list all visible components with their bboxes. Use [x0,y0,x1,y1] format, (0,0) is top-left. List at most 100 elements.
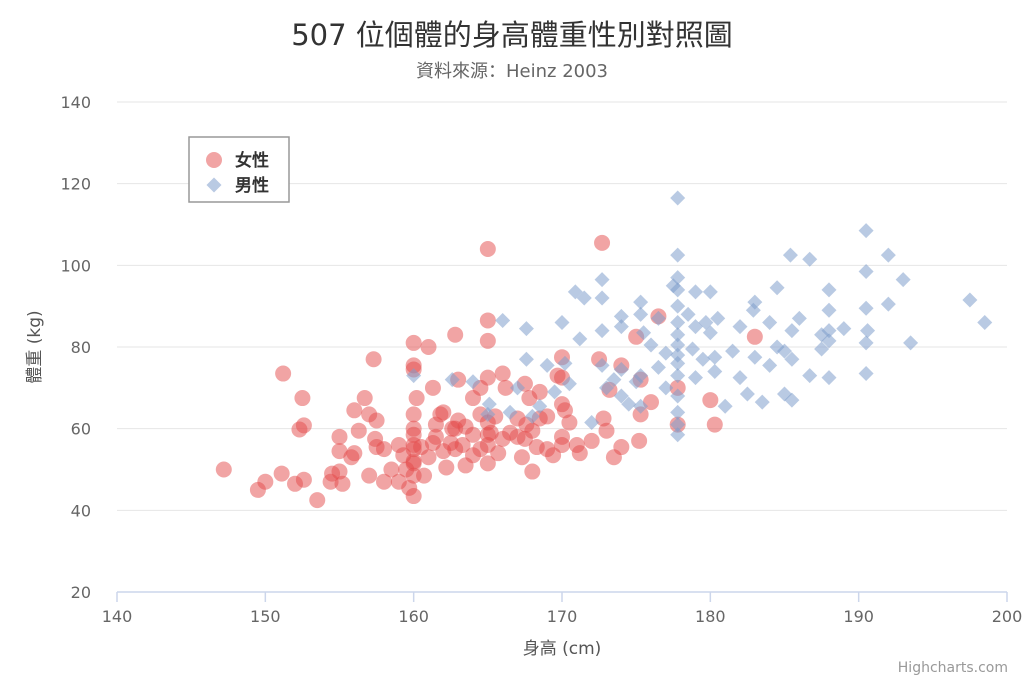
data-point[interactable] [556,402,573,419]
data-point[interactable] [405,453,422,470]
data-point[interactable] [613,388,629,404]
data-point[interactable] [420,339,437,355]
data-point[interactable] [706,416,723,433]
data-point[interactable] [903,335,919,351]
data-point[interactable] [376,441,392,458]
data-point[interactable] [688,284,703,300]
data-point[interactable] [295,417,312,434]
data-point[interactable] [215,461,232,478]
data-point[interactable] [405,420,422,437]
data-point[interactable] [746,328,763,345]
data-point[interactable] [732,370,748,386]
data-point[interactable] [670,347,686,363]
data-point[interactable] [821,323,837,339]
data-point[interactable] [495,312,511,328]
data-point[interactable] [438,459,455,476]
data-point[interactable] [670,190,686,206]
data-point[interactable] [821,370,837,386]
data-point[interactable] [408,390,425,407]
data-point[interactable] [594,357,610,373]
data-point[interactable] [739,386,755,402]
data-point[interactable] [613,308,629,324]
data-point[interactable] [782,247,798,263]
data-point[interactable] [650,310,666,326]
data-point[interactable] [670,298,686,314]
data-point[interactable] [670,315,686,330]
data-point[interactable] [670,368,686,384]
data-point[interactable] [346,402,363,419]
data-point[interactable] [405,334,422,351]
data-point[interactable] [821,302,837,318]
data-point[interactable] [539,357,555,373]
data-point[interactable] [685,341,701,357]
data-point[interactable] [444,372,460,388]
legend-symbol[interactable] [206,177,222,193]
data-point[interactable] [532,398,548,414]
data-point[interactable] [295,471,312,488]
data-point[interactable] [784,351,800,367]
data-point[interactable] [356,390,373,407]
data-point[interactable] [557,355,573,371]
data-point[interactable] [497,379,514,396]
data-point[interactable] [576,290,592,306]
data-point[interactable] [479,369,496,386]
credits-link[interactable]: Highcharts.com [897,660,1008,676]
legend-symbol[interactable] [206,152,222,168]
data-point[interactable] [762,315,778,330]
legend-item[interactable]: 男性 [206,175,270,196]
data-point[interactable] [707,364,723,379]
data-point[interactable] [633,398,649,414]
data-point[interactable] [880,247,896,263]
data-point[interactable] [680,306,696,322]
data-point[interactable] [561,414,578,431]
data-point[interactable] [416,467,433,484]
data-point[interactable] [572,331,588,347]
data-point[interactable] [346,445,363,462]
data-point[interactable] [494,365,511,382]
data-point[interactable] [754,394,770,410]
data-point[interactable] [479,312,496,329]
data-point[interactable] [606,372,622,388]
data-point[interactable] [880,296,896,312]
data-point[interactable] [702,392,719,409]
data-point[interactable] [383,461,400,478]
data-point[interactable] [613,439,630,456]
data-point[interactable] [858,300,874,316]
data-point[interactable] [599,380,614,396]
data-point[interactable] [802,251,818,267]
data-point[interactable] [331,463,348,480]
data-point[interactable] [331,428,348,445]
data-point[interactable] [513,449,530,466]
data-point[interactable] [594,290,610,306]
data-point[interactable] [725,343,741,359]
data-point[interactable] [695,351,711,367]
data-point[interactable] [567,284,583,300]
data-point[interactable] [636,325,652,341]
data-point[interactable] [621,396,637,412]
data-point[interactable] [447,326,464,343]
data-point[interactable] [584,415,600,431]
data-point[interactable] [717,398,733,414]
data-point[interactable] [481,396,497,412]
data-point[interactable] [670,427,686,443]
data-point[interactable] [368,412,385,429]
data-point[interactable] [598,422,615,439]
data-point[interactable] [294,390,311,407]
data-point[interactable] [670,388,686,404]
data-point[interactable] [836,321,852,337]
data-point[interactable] [784,392,800,408]
data-point[interactable] [977,315,993,330]
data-point[interactable] [594,323,610,339]
data-point[interactable] [465,426,481,443]
data-point[interactable] [427,428,444,445]
data-point[interactable] [480,406,496,422]
data-point[interactable] [594,272,610,288]
data-point[interactable] [732,319,748,335]
data-point[interactable] [595,410,612,427]
data-point[interactable] [561,376,577,392]
data-point[interactable] [858,366,874,382]
data-point[interactable] [860,323,876,339]
data-point[interactable] [702,325,718,341]
data-point[interactable] [688,370,703,386]
data-point[interactable] [670,337,686,353]
